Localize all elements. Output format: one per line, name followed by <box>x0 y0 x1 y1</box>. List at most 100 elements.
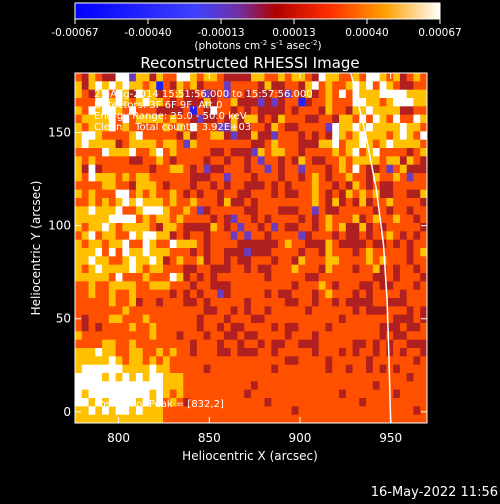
heatmap-cell <box>95 98 103 107</box>
heatmap-cell <box>420 164 428 174</box>
heatmap-cell <box>210 381 218 391</box>
heatmap-cell <box>142 114 150 124</box>
heatmap-cell <box>318 198 326 207</box>
heatmap-cell <box>345 414 353 424</box>
heatmap-cell <box>95 331 103 341</box>
plot-frame <box>74 72 428 424</box>
heatmap-cell <box>102 256 110 266</box>
heatmap-cell <box>386 98 394 107</box>
heatmap-cell <box>142 248 150 257</box>
heatmap-cell <box>345 164 353 174</box>
heatmap-cell <box>284 348 293 357</box>
heatmap-cell <box>345 331 353 341</box>
heatmap-cell <box>102 206 110 216</box>
heatmap-cell <box>176 398 184 407</box>
heatmap-cell <box>210 73 218 82</box>
heatmap-cell <box>183 264 191 274</box>
heatmap-cell <box>217 364 225 374</box>
heatmap-cell <box>149 306 157 316</box>
heatmap-cell <box>305 331 313 341</box>
heatmap-cell <box>95 231 103 241</box>
heatmap-cell <box>379 248 387 257</box>
heatmap-cell <box>183 123 191 132</box>
heatmap-cell <box>108 314 117 324</box>
heatmap-cell <box>406 89 414 99</box>
heatmap-cell <box>298 173 306 182</box>
heatmap-cell <box>325 198 333 207</box>
heatmap-cell <box>203 73 211 82</box>
heatmap-cell <box>251 73 259 82</box>
heatmap-cell <box>237 248 245 257</box>
heatmap-cell <box>203 98 211 107</box>
heatmap-cell <box>298 239 306 249</box>
heatmap-cell <box>210 106 218 116</box>
heatmap-cell <box>352 348 360 357</box>
heatmap-cell <box>291 156 299 166</box>
heatmap-cell <box>399 356 408 366</box>
heatmap-cell <box>291 139 299 149</box>
heatmap-cell <box>102 339 110 349</box>
heatmap-cell <box>183 281 191 291</box>
heatmap-cell <box>81 273 89 282</box>
heatmap-cell <box>190 289 198 299</box>
heatmap-cell <box>311 98 320 107</box>
heatmap-cell <box>251 406 259 416</box>
heatmap-cell <box>352 231 360 241</box>
heatmap-cell <box>129 264 137 274</box>
heatmap-cell <box>115 348 123 357</box>
heatmap-cell <box>264 123 272 132</box>
heatmap-cell <box>359 114 367 124</box>
heatmap-cell <box>149 373 157 382</box>
heatmap-cell <box>190 264 198 274</box>
heatmap-cell <box>305 389 313 399</box>
heatmap-cell <box>291 298 299 307</box>
heatmap-cell <box>183 348 191 357</box>
heatmap-cell <box>169 264 177 274</box>
heatmap-cell <box>284 81 293 91</box>
heatmap-cell <box>406 148 414 157</box>
heatmap-cell <box>122 398 130 407</box>
heatmap-cell <box>108 348 117 357</box>
heatmap-cell <box>217 248 225 257</box>
heatmap-cell <box>169 173 177 182</box>
heatmap-cell <box>81 173 89 182</box>
heatmap-cell <box>399 173 408 182</box>
heatmap-cell <box>291 339 299 349</box>
heatmap-cell <box>237 348 245 357</box>
heatmap-cell <box>88 414 96 424</box>
heatmap-cell <box>169 298 177 307</box>
heatmap-cell <box>251 189 259 199</box>
heatmap-cell <box>372 73 381 82</box>
heatmap-cell <box>366 81 374 91</box>
heatmap-cell <box>75 406 83 416</box>
heatmap-cell <box>339 81 347 91</box>
heatmap-cell <box>406 364 414 374</box>
heatmap-cell <box>257 381 265 391</box>
heatmap-cell <box>196 164 205 174</box>
heatmap-cell <box>223 364 232 374</box>
heatmap-cell <box>183 189 191 199</box>
heatmap-cell <box>196 373 205 382</box>
heatmap-cell <box>190 298 198 307</box>
heatmap-cell <box>359 373 367 382</box>
heatmap-cell <box>305 198 313 207</box>
heatmap-cell <box>420 398 428 407</box>
heatmap-cell <box>203 314 211 324</box>
heatmap-cell <box>339 306 347 316</box>
heatmap-cell <box>393 81 401 91</box>
heatmap-cell <box>372 214 381 224</box>
heatmap-cell <box>359 289 367 299</box>
heatmap-cell <box>135 289 144 299</box>
heatmap-cell <box>223 256 232 266</box>
heatmap-cell <box>264 298 272 307</box>
heatmap-cell <box>379 389 387 399</box>
heatmap-cell <box>366 206 374 216</box>
heatmap-cell <box>305 106 313 116</box>
heatmap-cell <box>257 164 265 174</box>
heatmap-cell <box>75 248 83 257</box>
heatmap-cell <box>406 239 414 249</box>
heatmap-cell <box>190 89 198 99</box>
heatmap-cell <box>339 198 347 207</box>
heatmap-cell <box>142 164 150 174</box>
